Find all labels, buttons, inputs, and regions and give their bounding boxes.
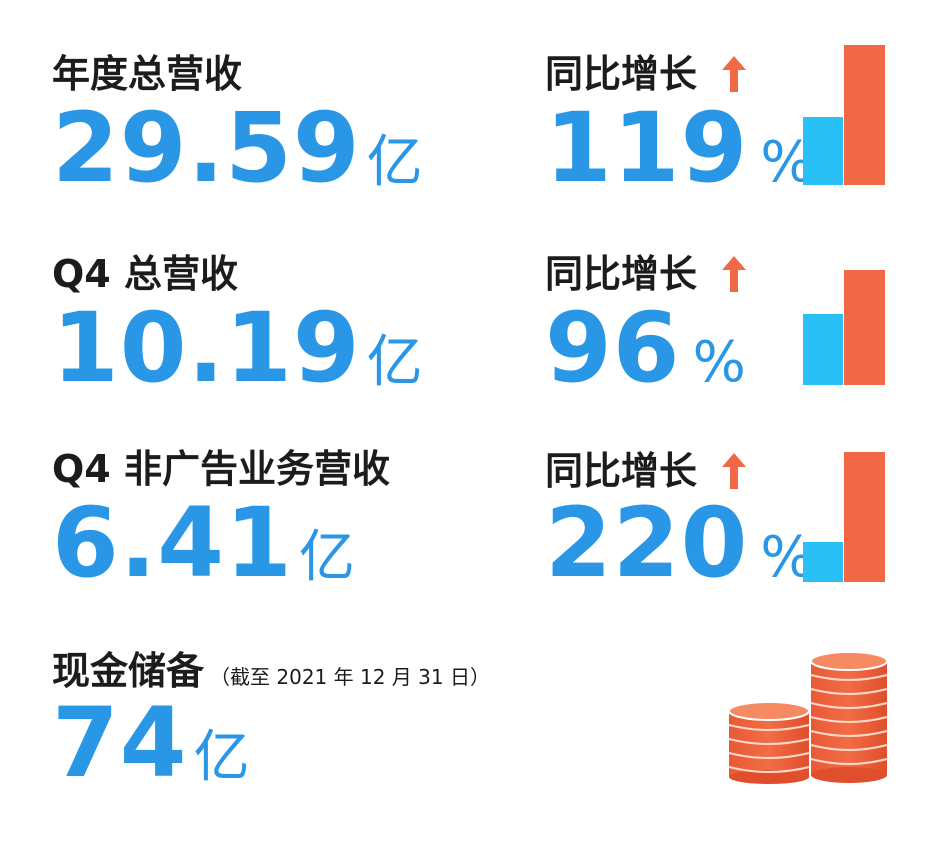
metric-2-growth-number: 96 [545,292,681,404]
bar-curr [844,452,885,582]
metric-1-number: 29.59 [52,92,361,204]
metric-1-label: 年度总营收 [52,52,243,96]
bar-comparison-icon [803,452,885,582]
coin-stack-short [728,701,810,784]
metric-2-value: 10.19 亿 [52,300,423,396]
coin-stack-tall [810,651,888,783]
up-arrow-icon [722,453,746,489]
metric-1-value: 29.59 亿 [52,100,423,196]
cash-label: 现金储备 （截至 2021 年 12 月 31 日） [52,652,490,690]
coin-stacks-icon [728,651,888,784]
cash-title: 现金储备 [52,649,205,693]
up-arrow-icon [722,56,746,92]
metric-3-label: Q4 非广告业务营收 [52,447,390,491]
up-arrow-icon [722,256,746,292]
metric-2-label: Q4 总营收 [52,252,238,296]
bar-prev [803,117,843,185]
metric-1-growth-number: 119 [545,92,749,204]
metric-3-growth-number: 220 [545,487,749,599]
metric-3-number: 6.41 [52,487,293,599]
metric-3-growth-label: 同比增长 [545,449,698,493]
metric-2-growth-label: 同比增长 [545,252,698,296]
metric-3-growth-value: 220% [545,495,814,591]
bar-prev [803,542,843,582]
bar-curr [844,45,885,185]
bar-comparison-icon [803,270,885,385]
metric-2-unit: 亿 [366,330,423,395]
metric-2-growth-unit: % [692,330,746,395]
cash-note: （截至 2021 年 12 月 31 日） [210,665,490,689]
cash-number: 74 [52,687,188,799]
metric-2-number: 10.19 [52,292,361,404]
metric-3-unit: 亿 [298,525,355,590]
metric-1-growth-value: 119% [545,100,814,196]
metric-1-growth-label: 同比增长 [545,52,698,96]
metric-1-unit: 亿 [366,130,423,195]
bar-comparison-icon [803,45,885,185]
cash-unit: 亿 [193,725,250,790]
bar-curr [844,270,885,385]
metric-2-growth-value: 96% [545,300,746,396]
metric-3-value: 6.41 亿 [52,495,355,591]
bar-prev [803,314,843,385]
cash-value: 74 亿 [52,695,250,791]
